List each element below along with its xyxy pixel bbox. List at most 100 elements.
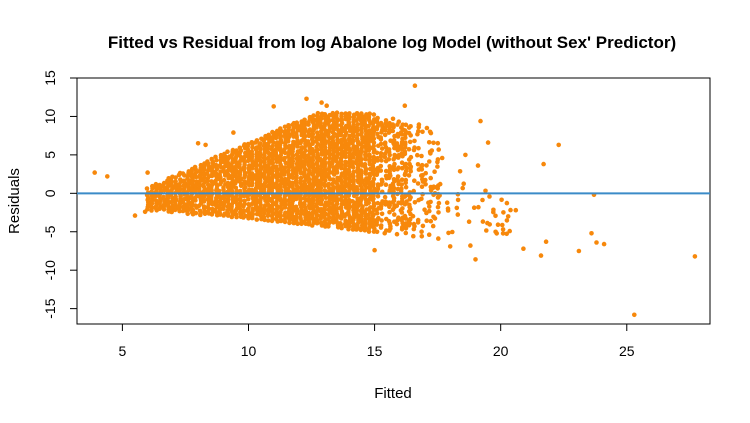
data-point xyxy=(318,207,324,212)
data-point xyxy=(355,122,361,127)
data-point xyxy=(378,151,384,156)
data-point xyxy=(415,162,421,167)
data-point xyxy=(209,179,214,184)
data-point xyxy=(423,177,428,183)
data-point xyxy=(366,216,372,222)
data-point xyxy=(632,312,637,318)
data-point xyxy=(150,183,155,189)
data-point xyxy=(351,169,357,175)
data-point xyxy=(291,139,296,145)
data-point xyxy=(412,200,418,205)
data-point xyxy=(257,141,263,146)
data-point xyxy=(480,197,485,203)
data-point xyxy=(173,179,178,184)
data-point xyxy=(142,209,148,215)
y-tick-label: -5 xyxy=(42,225,58,238)
data-point xyxy=(315,110,321,116)
data-point xyxy=(415,217,421,223)
data-point xyxy=(594,240,599,245)
data-point xyxy=(423,170,429,176)
data-point xyxy=(314,130,320,135)
data-point xyxy=(241,208,247,213)
data-point xyxy=(382,140,388,145)
data-point xyxy=(411,221,417,227)
data-point xyxy=(354,136,360,141)
data-point xyxy=(471,205,477,210)
data-point xyxy=(403,161,409,167)
data-point xyxy=(334,159,339,164)
data-point xyxy=(375,182,381,187)
data-point xyxy=(504,218,510,223)
data-point xyxy=(419,173,424,178)
data-point xyxy=(173,175,178,180)
data-point xyxy=(435,204,441,210)
data-point xyxy=(392,212,397,217)
data-point xyxy=(505,214,511,219)
data-point xyxy=(416,122,422,127)
data-point xyxy=(430,223,436,229)
x-tick-label: 10 xyxy=(241,343,257,359)
data-point xyxy=(426,140,432,145)
data-point xyxy=(391,137,397,143)
data-point xyxy=(408,154,414,160)
data-point xyxy=(371,154,377,160)
data-point xyxy=(483,188,488,194)
data-point xyxy=(250,212,256,217)
data-point xyxy=(499,197,504,203)
data-point xyxy=(192,164,198,170)
data-point xyxy=(455,197,461,203)
data-point xyxy=(426,200,431,205)
data-point xyxy=(250,206,256,212)
data-point xyxy=(412,145,417,150)
data-point xyxy=(404,199,409,204)
data-point xyxy=(306,210,312,216)
data-point xyxy=(249,187,255,193)
data-point xyxy=(402,103,408,108)
data-point xyxy=(420,129,425,135)
data-point xyxy=(378,120,384,126)
data-point xyxy=(400,206,405,211)
data-point xyxy=(390,193,396,199)
data-point xyxy=(319,100,324,105)
data-point xyxy=(450,229,455,235)
data-point xyxy=(424,163,429,168)
data-point xyxy=(379,177,385,183)
data-point xyxy=(217,210,223,216)
data-point xyxy=(354,111,360,116)
data-point xyxy=(406,130,412,136)
data-point xyxy=(92,170,97,175)
data-point xyxy=(254,138,260,143)
data-point xyxy=(213,154,218,160)
data-point xyxy=(358,168,364,173)
data-point xyxy=(384,216,389,222)
data-point xyxy=(576,248,582,254)
data-point xyxy=(507,228,512,234)
y-tick-label: 0 xyxy=(42,189,58,197)
data-point xyxy=(326,181,332,187)
data-point xyxy=(504,231,510,237)
x-axis: 5 10 15 20 25 xyxy=(118,323,635,359)
data-point xyxy=(407,161,412,167)
data-point xyxy=(407,202,412,208)
data-point xyxy=(378,223,384,228)
data-points xyxy=(92,83,698,318)
data-point xyxy=(402,149,408,154)
data-point xyxy=(423,182,428,187)
data-point xyxy=(460,185,466,191)
data-point xyxy=(415,152,420,158)
y-tick-label: 10 xyxy=(42,108,58,124)
data-point xyxy=(556,142,561,148)
data-point xyxy=(322,136,327,141)
data-point xyxy=(324,103,330,108)
data-point xyxy=(354,185,360,190)
data-point xyxy=(306,218,312,223)
data-point xyxy=(193,203,198,208)
data-point xyxy=(282,124,288,130)
data-point xyxy=(419,184,425,189)
data-point xyxy=(383,173,389,179)
data-point xyxy=(500,231,506,236)
data-point xyxy=(487,194,492,199)
data-point xyxy=(466,219,472,224)
data-point xyxy=(403,177,409,183)
